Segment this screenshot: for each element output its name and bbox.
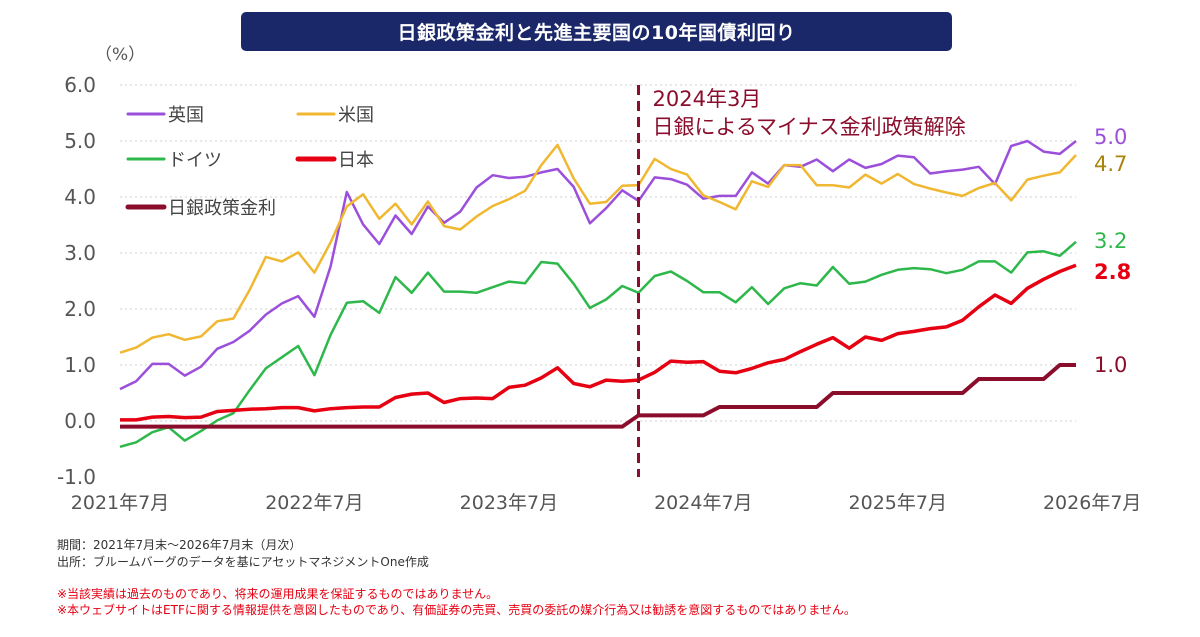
end-value-label: 2.8: [1094, 260, 1131, 284]
series-line-3: [120, 263, 1077, 422]
x-tick-label: 2026年7月: [1043, 492, 1141, 514]
x-tick-label: 2025年7月: [849, 492, 947, 514]
y-tick-label: 4.0: [64, 185, 96, 209]
legend-label: 日銀政策金利: [168, 198, 276, 219]
legend-label: 英国: [168, 105, 204, 126]
end-value-label: 1.0: [1094, 353, 1127, 377]
y-tick-label: 2.0: [64, 297, 96, 321]
series-line-1: [119, 143, 1077, 354]
disclaimer-purpose: ※本ウェブサイトはETFに関する情報提供を意図したものであり、有価証券の売買、売…: [57, 603, 856, 617]
period-note: 期間：2021年7月末～2026年7月末（月次）: [57, 538, 302, 552]
end-value-label: 3.2: [1094, 229, 1127, 253]
end-value-label: 4.7: [1094, 152, 1127, 176]
annotation-text: 日銀によるマイナス金利政策解除: [653, 115, 966, 139]
y-tick-label: 1.0: [64, 353, 96, 377]
series-line-2: [119, 240, 1077, 449]
legend-label: 米国: [338, 105, 374, 126]
source-note: 出所：ブルームバーグのデータを基にアセットマネジメントOne作成: [57, 555, 429, 569]
series-line-0: [119, 139, 1077, 391]
series-line-4: [120, 363, 1076, 429]
y-tick-label: -1.0: [57, 465, 96, 489]
end-value-label: 5.0: [1094, 125, 1127, 149]
x-tick-label: 2024年7月: [654, 492, 752, 514]
x-tick-label: 2021年7月: [71, 492, 169, 514]
y-axis-unit: （%）: [95, 45, 145, 65]
x-tick-label: 2022年7月: [265, 492, 363, 514]
disclaimer-performance: ※当該実績は過去のものであり、将来の運用成果を保証するものではありません。: [57, 587, 499, 601]
y-tick-label: 5.0: [64, 129, 96, 153]
y-tick-label: 6.0: [64, 73, 96, 97]
legend-label: ドイツ: [168, 150, 222, 171]
annotation-date: 2024年3月: [653, 87, 762, 111]
x-tick-label: 2023年7月: [460, 492, 558, 514]
legend-label: 日本: [338, 150, 374, 171]
chart-title: 日銀政策金利と先進主要国の10年国債利回り: [241, 12, 952, 51]
y-tick-label: 0.0: [64, 409, 96, 433]
y-tick-label: 3.0: [64, 241, 96, 265]
